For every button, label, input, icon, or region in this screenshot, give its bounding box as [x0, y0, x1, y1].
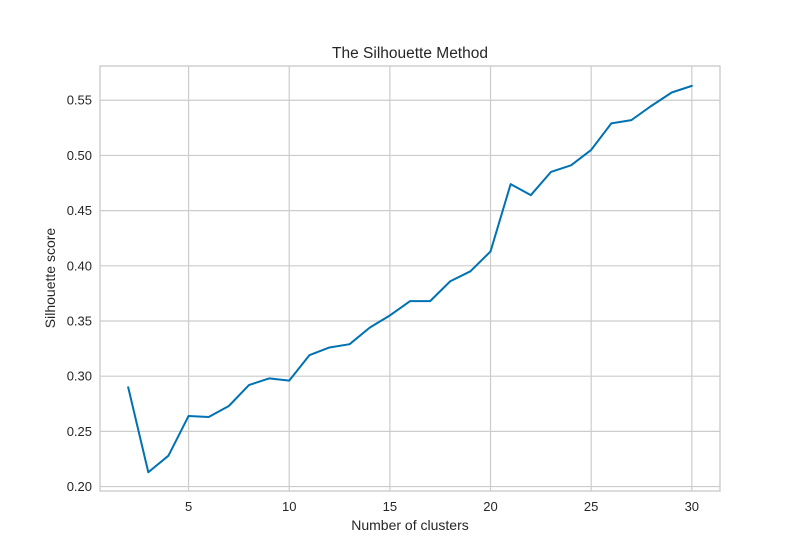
grid [100, 66, 720, 491]
tick-labels: 5 10 15 20 25 30 0.20 0.25 0.30 0.35 0.40 0.45 0.50 0… [67, 93, 699, 514]
plot-frame [99, 65, 721, 492]
x-tick-label: 30 [685, 499, 699, 514]
y-tick-label: 0.25 [67, 424, 92, 439]
x-tick-label: 25 [584, 499, 598, 514]
silhouette-series-line [127, 84, 693, 474]
y-tick-label: 0.55 [67, 93, 92, 108]
x-tick-label: 10 [282, 499, 296, 514]
x-axis-label: Number of clusters [351, 517, 468, 533]
y-tick-label: 0.20 [67, 479, 92, 494]
x-tick-label: 20 [483, 499, 497, 514]
x-tick-label: 15 [383, 499, 397, 514]
y-tick-label: 0.35 [67, 314, 92, 329]
series-layer [127, 84, 693, 474]
y-tick-label: 0.50 [67, 148, 92, 163]
x-tick-label: 5 [185, 499, 192, 514]
y-tick-label: 0.45 [67, 203, 92, 218]
chart-title: The Silhouette Method [332, 45, 488, 62]
y-tick-label: 0.30 [67, 369, 92, 384]
y-axis-label: Silhouette score [42, 228, 58, 329]
y-tick-label: 0.40 [67, 258, 92, 273]
